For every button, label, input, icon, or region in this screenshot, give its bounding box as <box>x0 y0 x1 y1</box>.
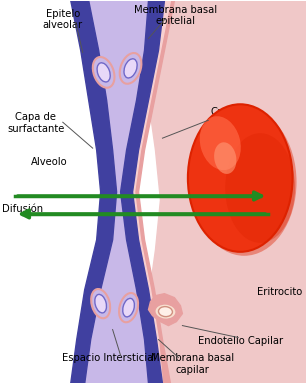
Ellipse shape <box>93 57 114 88</box>
Ellipse shape <box>95 295 106 313</box>
Text: Capa de
surfactante: Capa de surfactante <box>7 112 65 134</box>
Ellipse shape <box>188 104 293 252</box>
Ellipse shape <box>120 53 141 84</box>
Polygon shape <box>85 1 148 383</box>
Text: Co₂: Co₂ <box>200 216 217 226</box>
Ellipse shape <box>192 108 297 256</box>
Polygon shape <box>123 1 174 383</box>
Text: Espacio Intersticial: Espacio Intersticial <box>62 354 156 364</box>
Ellipse shape <box>123 298 134 317</box>
Ellipse shape <box>124 59 137 78</box>
Text: Alveolo: Alveolo <box>31 157 67 167</box>
Text: Epitelo
alveolar: Epitelo alveolar <box>43 8 83 30</box>
Polygon shape <box>148 1 306 383</box>
Text: Membrana basal
epitelial: Membrana basal epitelial <box>134 5 217 26</box>
Ellipse shape <box>214 142 237 174</box>
Ellipse shape <box>119 293 138 322</box>
Text: Membrana basal
capilar: Membrana basal capilar <box>151 354 234 375</box>
Ellipse shape <box>91 289 110 318</box>
Text: Capilar: Capilar <box>210 107 245 117</box>
Polygon shape <box>121 1 164 383</box>
Polygon shape <box>71 1 117 383</box>
Ellipse shape <box>97 63 110 82</box>
Polygon shape <box>129 1 170 383</box>
Ellipse shape <box>159 306 172 317</box>
Ellipse shape <box>200 116 241 170</box>
Text: Eritrocito: Eritrocito <box>257 287 302 297</box>
Polygon shape <box>148 294 182 326</box>
Ellipse shape <box>155 304 176 319</box>
Text: Endotelio Capilar: Endotelio Capilar <box>198 336 283 346</box>
Text: Difusión: Difusión <box>2 204 43 214</box>
Text: O₂: O₂ <box>200 184 212 194</box>
Ellipse shape <box>225 133 295 243</box>
